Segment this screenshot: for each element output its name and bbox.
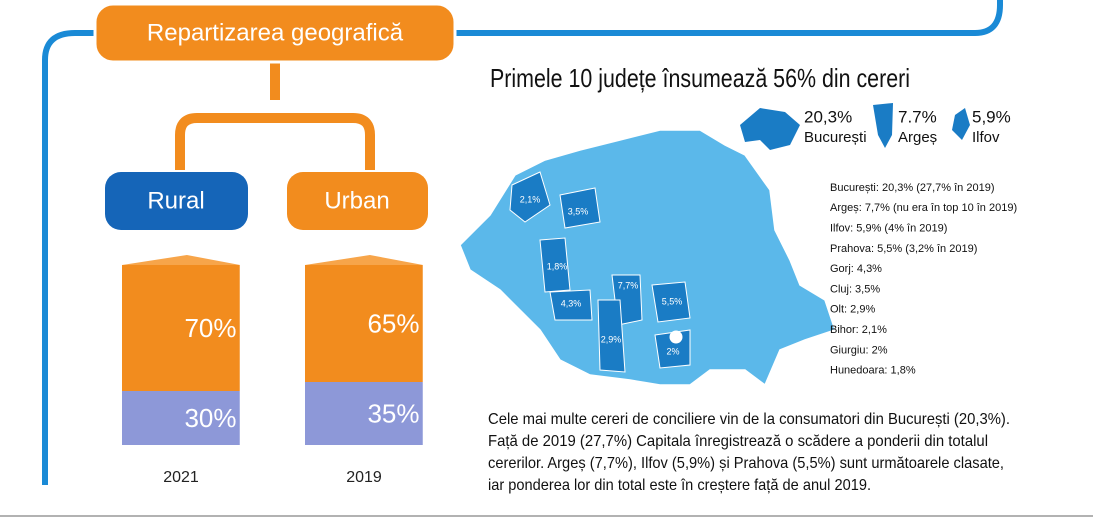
bar-segment: [305, 265, 423, 382]
county-label: 5,5%: [662, 296, 683, 306]
bucuresti-icon: [740, 108, 800, 150]
highlighted-counties: [509, 171, 691, 373]
list-item: Olt: 2,9%: [830, 304, 875, 316]
frame-line: [42, 0, 1003, 485]
county-label: 4,3%: [561, 298, 582, 308]
bar-segment: [305, 382, 423, 445]
list-item: Argeș: 7,7% (nu era în top 10 în 2019): [830, 202, 1017, 214]
x-tick-label: 2019: [346, 469, 382, 486]
legend-entry: Urban: [324, 187, 389, 214]
bar-segment: [122, 391, 240, 445]
county-label: 7,7%: [618, 280, 639, 290]
urban-box: [287, 172, 428, 230]
bar-top: [305, 255, 423, 265]
highlight-name: Ilfov: [972, 129, 1000, 146]
list-item: Hunedoara: 1,8%: [830, 365, 916, 377]
list-item: Bihor: 2,1%: [830, 324, 887, 336]
county-label: 1,8%: [547, 261, 568, 271]
county-label: 2,1%: [520, 194, 541, 204]
list-item: Ilfov: 5,9% (4% în 2019): [830, 223, 947, 235]
romania-map: [459, 129, 836, 387]
list-item: Gorj: 4,3%: [830, 263, 882, 275]
highlight-value: 5,9%: [972, 107, 1011, 126]
paragraph-line: iar ponderea lor din total este în creșt…: [488, 477, 871, 494]
paragraph-line: Față de 2019 (27,7%) Capitala înregistre…: [488, 433, 988, 450]
map-title: Primele 10 județe însumează 56% din cere…: [490, 63, 910, 93]
paragraph-line: Cele mai multe cereri de conciliere vin …: [488, 411, 1010, 428]
highlight-name: București: [804, 129, 867, 146]
list-item: Prahova: 5,5% (3,2% în 2019): [830, 243, 977, 255]
highlight-value: 20,3%: [804, 107, 852, 126]
list-item: Giurgiu: 2%: [830, 344, 888, 356]
county-label: 2,9%: [601, 334, 622, 344]
x-tick-label: 2021: [163, 469, 199, 486]
bar-top: [122, 255, 240, 265]
highlight-name: Argeș: [898, 129, 937, 146]
value-label: 65%: [367, 308, 419, 338]
value-label: 35%: [367, 398, 419, 428]
title-box: [93, 2, 457, 64]
value-label: 70%: [184, 313, 236, 343]
paragraph-line: cererilor. Argeș (7,7%), Ilfov (5,9%) și…: [488, 455, 1004, 472]
highlight-value: 7.7%: [898, 107, 937, 126]
list-item: Cluj: 3,5%: [830, 283, 880, 295]
connector: [175, 62, 375, 170]
county-label: 2%: [666, 346, 679, 356]
ilfov-icon: [952, 108, 970, 140]
legend-entry: Rural: [147, 187, 204, 214]
list-item: București: 20,3% (27,7% în 2019): [830, 182, 994, 194]
rural-box: [105, 172, 248, 230]
title: Repartizarea geografică: [147, 19, 404, 46]
value-label: 30%: [184, 403, 236, 433]
bar-segment: [122, 265, 240, 391]
county-label: 3,5%: [568, 206, 589, 216]
arges-icon: [873, 103, 893, 148]
